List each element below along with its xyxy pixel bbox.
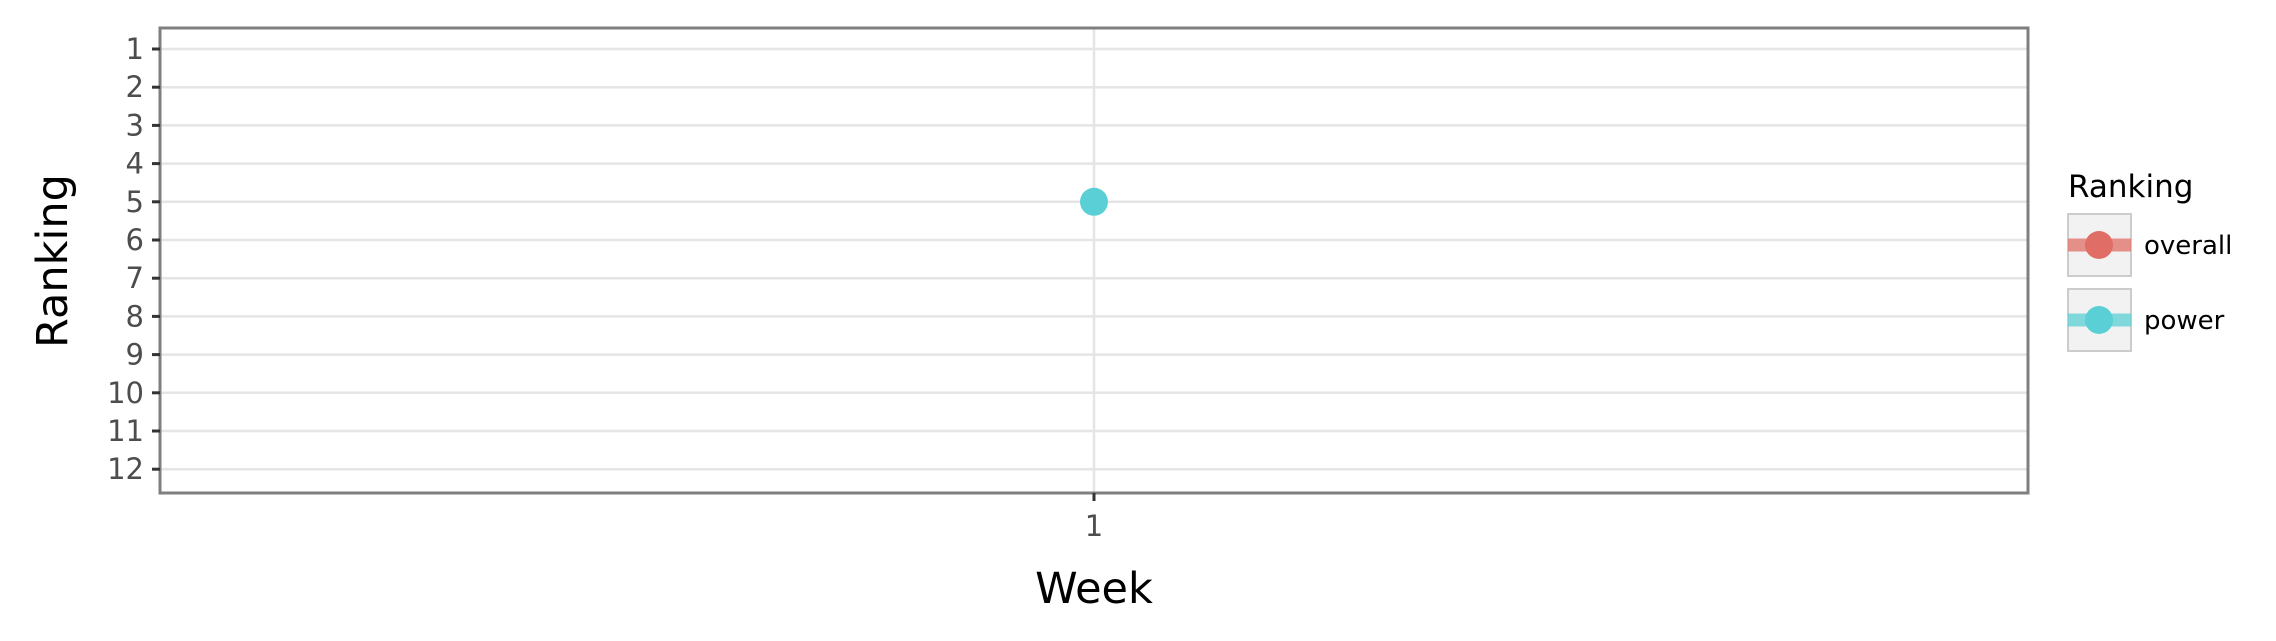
legend-entries: overall power bbox=[2067, 213, 2232, 352]
x-tick-label: 1 bbox=[1085, 509, 1103, 543]
y-tick-label: 1 bbox=[126, 32, 144, 66]
legend: Ranking overall power bbox=[2067, 169, 2232, 352]
y-tick-label: 5 bbox=[126, 185, 144, 219]
x-axis-title: Week bbox=[1035, 564, 1153, 614]
y-tick-label: 7 bbox=[126, 261, 144, 295]
y-tick-label: 4 bbox=[126, 147, 144, 181]
y-tick-label: 12 bbox=[107, 452, 144, 486]
y-tick-label: 8 bbox=[126, 299, 144, 333]
data-marks bbox=[1080, 187, 1108, 216]
y-tick-label: 6 bbox=[126, 223, 144, 257]
y-tick-label: 2 bbox=[126, 70, 144, 104]
legend-label: power bbox=[2144, 306, 2225, 336]
data-point-power bbox=[1080, 187, 1108, 216]
legend-entry-power: power bbox=[2067, 288, 2225, 352]
y-tick-label: 3 bbox=[126, 108, 144, 142]
y-tick-label: 11 bbox=[107, 414, 144, 448]
y-tick-label: 9 bbox=[126, 338, 144, 372]
y-axis-title: Ranking bbox=[28, 174, 78, 348]
y-tick-label: 10 bbox=[107, 376, 144, 410]
legend-title: Ranking bbox=[2068, 169, 2193, 205]
legend-entry-overall: overall bbox=[2067, 213, 2232, 277]
legend-key-point bbox=[2085, 306, 2113, 334]
x-axis: 1 bbox=[1085, 493, 1103, 543]
legend-key-point bbox=[2085, 231, 2113, 259]
legend-label: overall bbox=[2144, 231, 2232, 261]
